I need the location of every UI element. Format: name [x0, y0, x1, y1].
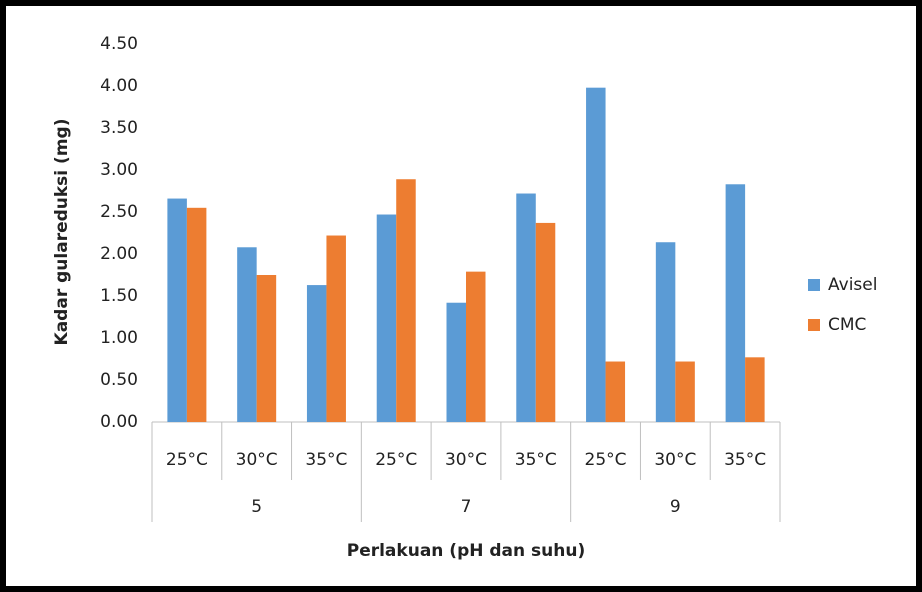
y-tick-label: 1.50 — [100, 286, 138, 306]
y-tick-label: 4.00 — [100, 76, 138, 96]
y-tick-label: 1.00 — [100, 328, 138, 348]
x-axis-title: Perlakuan (pH dan suhu) — [347, 541, 586, 561]
bar — [725, 184, 746, 422]
x-tick-label: 35°C — [724, 450, 766, 470]
x-tick-label: 25°C — [585, 450, 627, 470]
bar — [605, 361, 626, 422]
group-label: 7 — [461, 497, 472, 517]
y-tick-label: 2.00 — [100, 244, 138, 264]
x-tick-label: 35°C — [305, 450, 347, 470]
x-tick-label: 30°C — [236, 450, 278, 470]
y-tick-label: 0.00 — [100, 412, 138, 432]
x-tick-label: 30°C — [445, 450, 487, 470]
bar — [745, 357, 765, 422]
bar — [376, 214, 397, 422]
bar — [446, 302, 466, 422]
y-tick-label: 4.50 — [100, 34, 138, 54]
y-axis-title: Kadar gulareduksi (mg) — [52, 119, 72, 346]
legend-label: Avisel — [828, 275, 877, 295]
x-tick-label: 35°C — [515, 450, 557, 470]
bar — [237, 247, 257, 422]
y-tick-label: 3.50 — [100, 118, 138, 138]
bar — [396, 179, 416, 422]
group-label: 9 — [670, 497, 681, 517]
y-tick-label: 3.00 — [100, 160, 138, 180]
group-label: 5 — [251, 497, 262, 517]
y-tick-label: 2.50 — [100, 202, 138, 222]
bar — [516, 193, 536, 422]
bar — [655, 242, 676, 422]
bar — [167, 198, 187, 422]
bar — [586, 87, 606, 423]
bar — [306, 285, 327, 422]
bar — [326, 235, 346, 422]
bar — [256, 275, 277, 422]
x-tick-label: 25°C — [166, 450, 208, 470]
y-tick-label: 0.50 — [100, 370, 138, 390]
legend-swatch — [808, 279, 820, 291]
legend-swatch — [808, 319, 820, 331]
bar — [466, 271, 486, 422]
bar — [186, 207, 207, 422]
x-tick-label: 30°C — [654, 450, 696, 470]
legend-label: CMC — [828, 315, 866, 335]
x-tick-label: 25°C — [375, 450, 417, 470]
bar — [535, 222, 556, 422]
bar — [675, 361, 695, 422]
